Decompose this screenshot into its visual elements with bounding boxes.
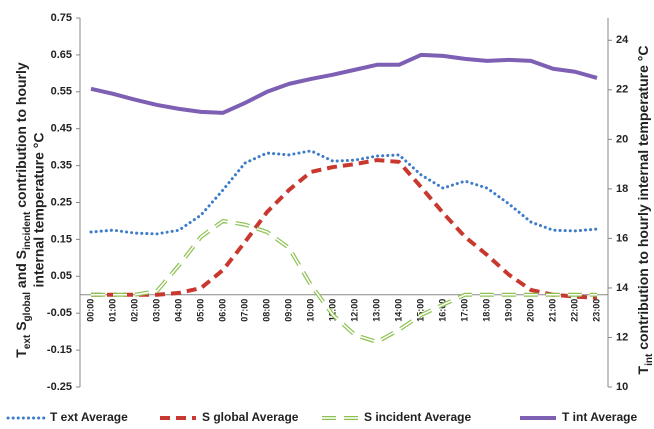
y2-title-part: int — [644, 353, 654, 366]
x-tick-label: 17:00 — [459, 299, 469, 322]
x-tick-label: 05:00 — [195, 299, 205, 322]
y2-tick-label: 18 — [616, 183, 628, 195]
x-tick-label: 03:00 — [151, 299, 161, 322]
series-line — [90, 52, 598, 115]
y-tick-label: 0.05 — [51, 270, 72, 282]
x-tick-label: 04:00 — [173, 299, 183, 322]
x-tick-label: 12:00 — [349, 299, 359, 322]
y-title-part: S — [13, 321, 29, 334]
x-tick-label: 21:00 — [547, 299, 557, 322]
y-title-part: ext — [22, 334, 33, 349]
y2-title-part: T — [635, 365, 651, 374]
y-title-part: contribution to hourly — [13, 62, 29, 212]
x-tick-label: 09:00 — [283, 299, 293, 322]
y-tick-label: 0.35 — [51, 160, 72, 172]
y2-axis-title: Tint contribution to hourly internal tem… — [635, 46, 654, 375]
y-tick-label: -0.15 — [47, 344, 72, 356]
x-tick-label: 02:00 — [129, 299, 139, 322]
legend-label: T ext Average — [50, 410, 128, 424]
legend-label: S global Average — [202, 410, 299, 424]
x-tick-label: 20:00 — [525, 299, 535, 322]
series-line — [89, 149, 599, 236]
x-tick-label: 01:00 — [107, 299, 117, 322]
y-title-part: and S — [13, 250, 29, 292]
y-tick-label: 0.25 — [51, 196, 72, 208]
y-title-part: incident — [22, 211, 33, 250]
y-tick-label: 0.65 — [51, 49, 72, 61]
y2-tick-label: 20 — [616, 133, 628, 145]
y-axis-title: Text Sglobal and Sincident contribution … — [13, 62, 33, 358]
x-tick-label: 11:00 — [327, 299, 337, 322]
x-tick-label: 15:00 — [415, 299, 425, 322]
y2-tick-label: 14 — [616, 282, 629, 294]
series-line — [91, 158, 598, 300]
series-line — [91, 220, 597, 343]
y-tick-label: 0.55 — [51, 86, 72, 98]
x-tick-label: 22:00 — [569, 299, 579, 322]
y2-tick-label: 16 — [616, 232, 628, 244]
y-tick-label: 0.75 — [51, 12, 72, 24]
x-tick-label: 14:00 — [393, 299, 403, 322]
y-axis-title: internal temperature °C — [31, 133, 47, 288]
x-tick-label: 10:00 — [305, 299, 315, 322]
y-tick-label: 0.15 — [51, 233, 72, 245]
x-tick-label: 16:00 — [437, 299, 447, 322]
x-tick-label: 23:00 — [591, 299, 601, 322]
x-tick-label: 06:00 — [217, 299, 227, 322]
x-tick-label: 19:00 — [503, 299, 513, 322]
y2-tick-label: 22 — [616, 84, 628, 96]
x-tick-label: 13:00 — [371, 299, 381, 322]
y-tick-label: -0.25 — [47, 381, 72, 393]
x-tick-label: 08:00 — [261, 299, 271, 322]
x-tick-label: 07:00 — [239, 299, 249, 322]
legend-label: S incident Average — [364, 410, 471, 424]
y2-tick-label: 12 — [616, 331, 628, 343]
legend-label: T int Average — [562, 410, 637, 424]
y-title-part: T — [13, 349, 29, 358]
x-tick-label: 18:00 — [481, 299, 491, 322]
y-tick-label: 0.45 — [51, 123, 72, 135]
y2-title-part: contribution to hourly internal temperat… — [635, 46, 651, 354]
y2-tick-label: 10 — [616, 381, 628, 393]
y2-tick-label: 24 — [616, 34, 629, 46]
y-tick-label: -0.05 — [47, 307, 72, 319]
y-title-part: global — [22, 292, 33, 322]
x-tick-label: 00:00 — [85, 299, 95, 322]
